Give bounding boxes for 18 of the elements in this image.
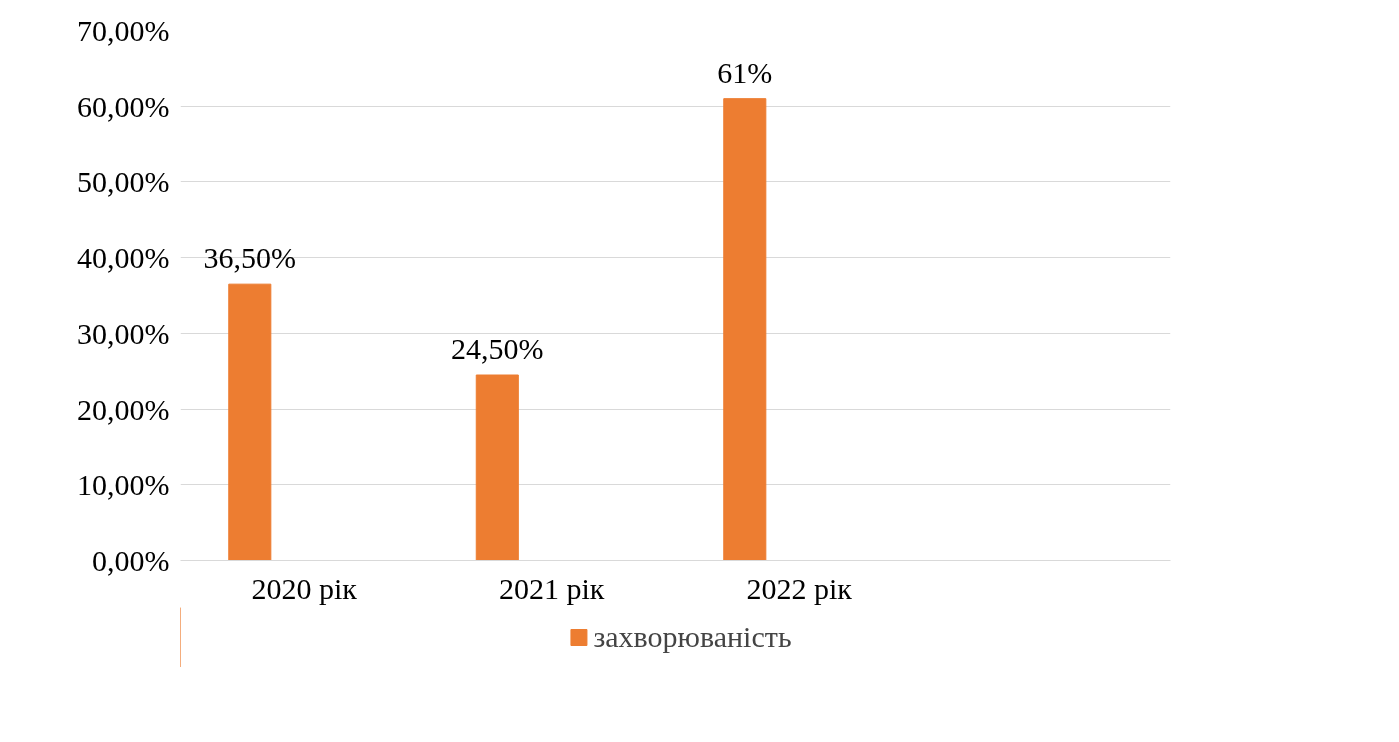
y-tick-label: 60,00%: [77, 89, 170, 123]
bar: [723, 98, 767, 561]
y-tick-label: 0,00%: [92, 544, 170, 577]
y-tick-label: 30,00%: [77, 316, 170, 350]
x-tick-label: 2022 рік: [746, 571, 853, 605]
y-tick-label: 40,00%: [77, 241, 170, 275]
x-tick-label: 2020 рік: [251, 571, 358, 605]
y-tick-label: 10,00%: [77, 468, 170, 502]
y-tick-label: 70,00%: [77, 14, 170, 47]
data-label: 24,50%: [451, 332, 544, 365]
bar: [475, 374, 519, 561]
y-tick-label: 50,00%: [77, 165, 170, 199]
x-tick-label: 2021 рік: [499, 571, 605, 605]
data-label: 36,50%: [203, 241, 297, 275]
bar: [228, 283, 272, 561]
legend-label: захворюваність: [593, 620, 792, 654]
data-label: 61%: [717, 55, 773, 89]
y-tick-label: 20,00%: [77, 392, 170, 426]
